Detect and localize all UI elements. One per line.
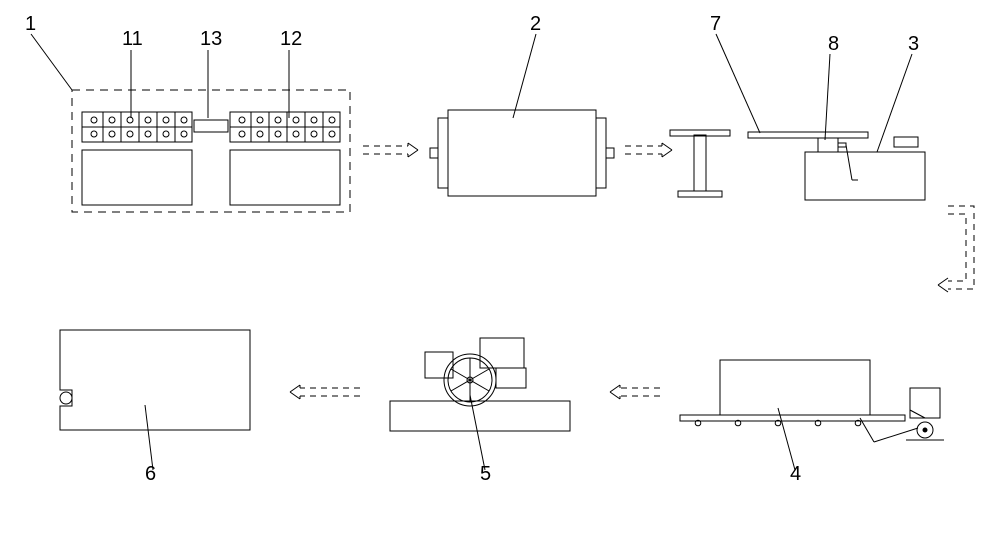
block-5 — [390, 338, 570, 431]
leader-l8 — [825, 54, 830, 140]
label-l2: 2 — [530, 13, 541, 35]
leader-l5 — [470, 395, 485, 470]
block-3 — [670, 130, 925, 200]
flow-arrow — [625, 143, 672, 157]
labels: 11113122783456 — [25, 13, 919, 485]
leader-l6 — [145, 405, 153, 470]
label-l5: 5 — [480, 463, 491, 485]
label-l11: 11 — [122, 28, 143, 50]
leader-l7 — [716, 34, 760, 133]
label-l7: 7 — [710, 13, 721, 35]
block-4 — [680, 360, 944, 442]
block-6 — [60, 330, 250, 430]
label-l12: 12 — [280, 28, 302, 50]
block-1 — [72, 90, 350, 212]
label-l1: 1 — [25, 13, 36, 35]
leader-l4 — [778, 408, 795, 470]
flow-arrow — [610, 385, 660, 399]
leader-l2 — [513, 34, 536, 118]
leader-l1 — [31, 34, 72, 90]
flow-arrow — [290, 385, 360, 399]
label-l13: 13 — [200, 28, 222, 50]
label-l6: 6 — [145, 463, 156, 485]
label-l4: 4 — [790, 463, 801, 485]
corner-arrow — [938, 206, 974, 292]
flow-arrow — [363, 143, 418, 157]
diagram-canvas: 11113122783456 — [0, 0, 1000, 535]
block-2 — [430, 110, 614, 196]
label-l8: 8 — [828, 33, 839, 55]
label-l3: 3 — [908, 33, 919, 55]
